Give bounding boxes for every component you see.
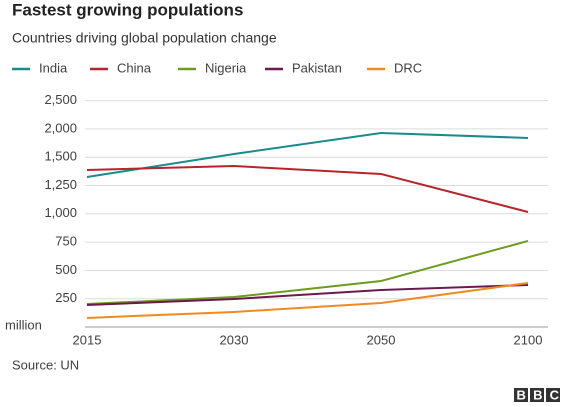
x-tick-label: 2015 [73,332,102,347]
y-tick-label: 500 [55,262,77,277]
legend-label: China [117,60,152,75]
line [86,240,529,306]
x-tick-label: 2050 [367,332,396,347]
logo-text: BBC [517,387,565,402]
y-tick-label: 1,250 [44,177,77,192]
y-tick-label: 250 [55,290,77,305]
x-tick-label: 2030 [220,332,249,347]
y-tick-label: 2,000 [44,120,77,135]
y-unit-label: million [5,317,42,332]
chart-title: Fastest growing populations [12,0,243,19]
legend-label: Nigeria [205,60,247,75]
x-tick-label: 2100 [514,332,543,347]
logo-box [514,388,528,402]
logo-box [530,388,544,402]
line [86,281,529,319]
logo-box [546,388,560,402]
chart-subtitle: Countries driving global population chan… [12,30,277,46]
y-tick-label: 2,500 [44,92,77,107]
source: Source: UN [12,357,79,372]
y-tick-label: 1,500 [44,149,77,164]
line [86,131,529,178]
line [86,165,529,213]
legend-label: Pakistan [292,60,342,75]
y-tick-label: 750 [55,234,77,249]
legend-label: DRC [394,60,422,75]
logo: BBC [514,387,565,402]
y-tick-label: 1,000 [44,205,77,220]
legend-label: India [39,60,68,75]
line [86,284,529,307]
